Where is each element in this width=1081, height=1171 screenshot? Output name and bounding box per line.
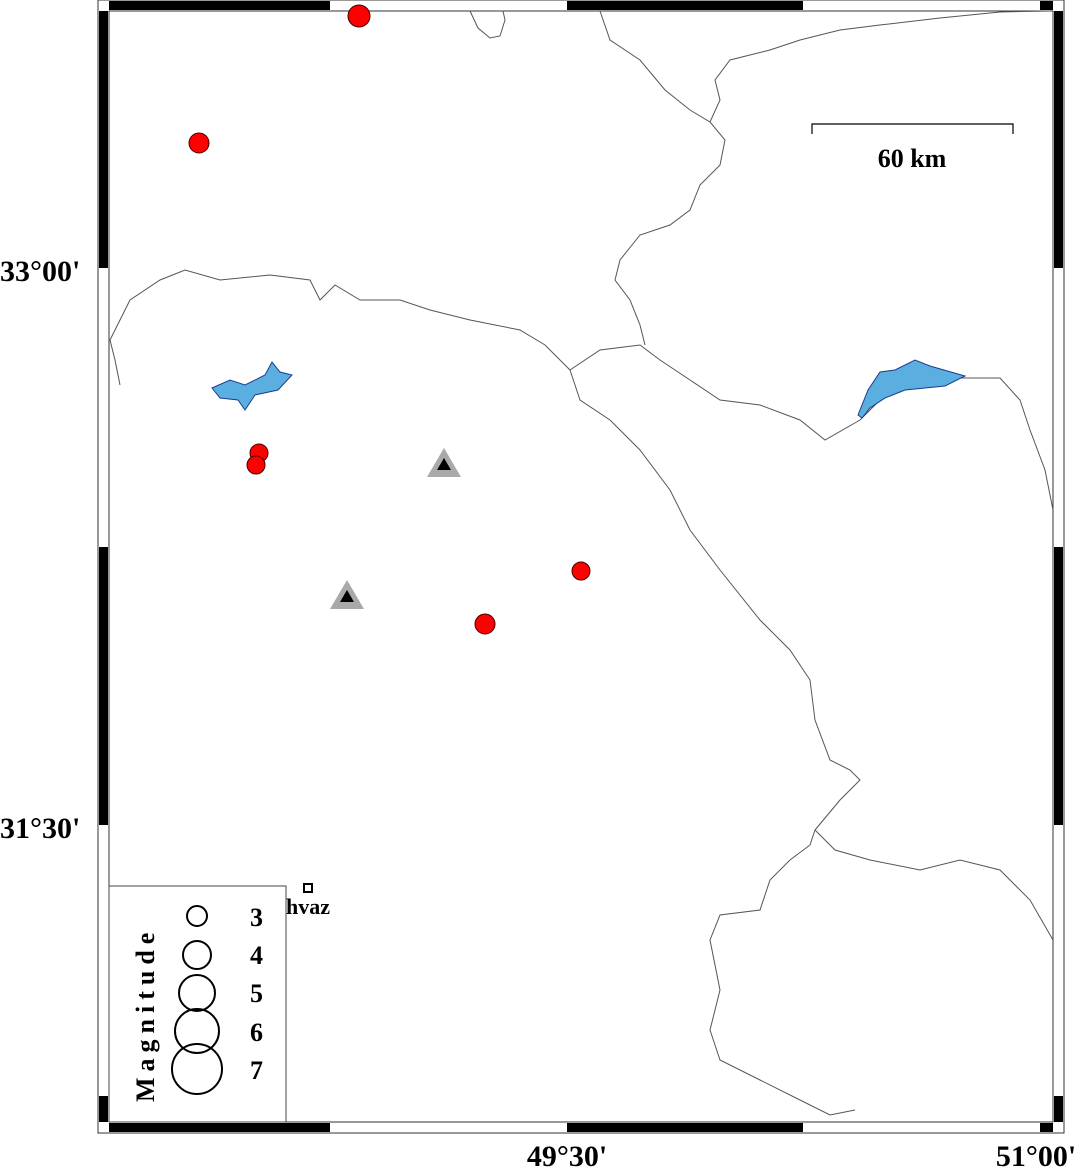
seismic-stations bbox=[330, 448, 461, 609]
earthquake-events bbox=[188, 4, 591, 635]
scale-bar-label: 60 km bbox=[878, 144, 947, 173]
event-marker bbox=[246, 455, 266, 475]
legend-circle bbox=[171, 1043, 223, 1095]
event-marker bbox=[571, 561, 591, 581]
legend-label: 4 bbox=[250, 941, 263, 970]
legend-circle bbox=[182, 940, 212, 970]
event-marker bbox=[188, 132, 210, 154]
reservoir-east bbox=[857, 359, 967, 419]
legend-label: 5 bbox=[250, 979, 263, 1008]
legend-title: Magnitude bbox=[131, 927, 160, 1102]
legend-circle bbox=[174, 1008, 220, 1054]
legend-circle bbox=[178, 974, 216, 1012]
legend-label: 7 bbox=[250, 1056, 263, 1085]
frame-bars bbox=[99, 1, 1063, 1132]
event-marker bbox=[347, 4, 371, 28]
city-label: hvaz bbox=[286, 894, 330, 919]
city-square-icon bbox=[303, 883, 313, 893]
legend-circle bbox=[186, 905, 208, 927]
lon-label-51: 51°00' bbox=[996, 1140, 1076, 1171]
lat-label-33: 33°00' bbox=[0, 255, 80, 288]
lon-label-49-30: 49°30' bbox=[527, 1140, 607, 1171]
legend-label: 3 bbox=[250, 903, 263, 932]
magnitude-legend: Magnitude 3 4 5 6 7 bbox=[108, 885, 287, 1123]
scale-bar: 60 km bbox=[811, 123, 1014, 173]
lat-label-31-30: 31°30' bbox=[0, 812, 80, 845]
legend-label: 6 bbox=[250, 1018, 263, 1047]
reservoir-west bbox=[211, 361, 293, 411]
event-marker bbox=[474, 613, 496, 635]
province-boundaries bbox=[109, 10, 1054, 1116]
